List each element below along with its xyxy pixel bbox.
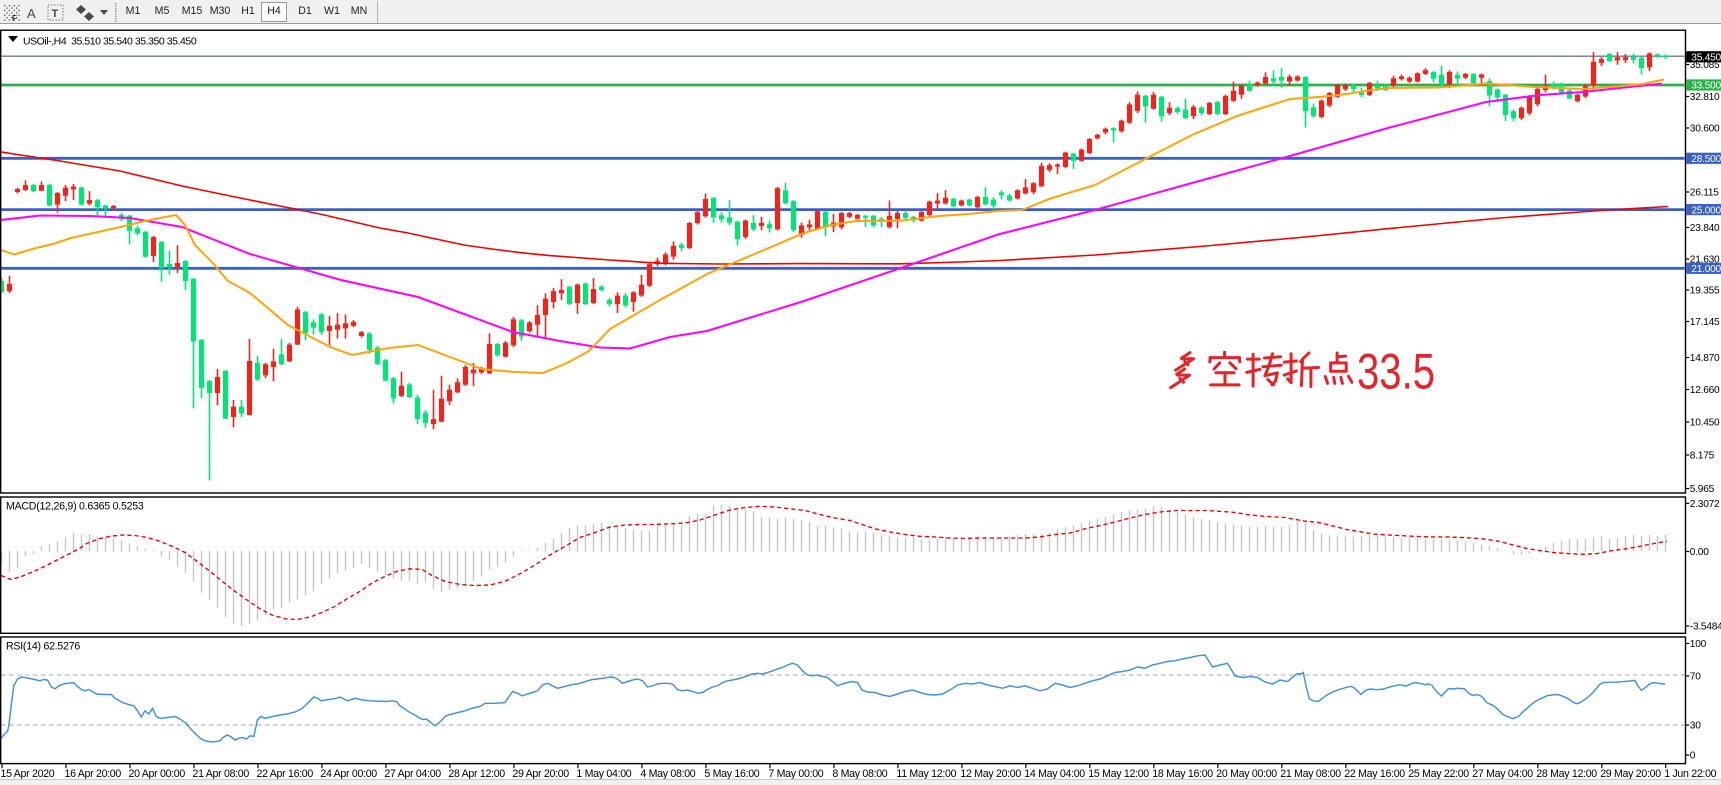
svg-text:25.000: 25.000 <box>1691 205 1721 216</box>
svg-text:0.00: 0.00 <box>1690 547 1709 558</box>
svg-text:20 May 00:00: 20 May 00:00 <box>1216 768 1277 780</box>
svg-text:32.810: 32.810 <box>1690 92 1720 103</box>
svg-text:35.085: 35.085 <box>1690 60 1720 71</box>
svg-text:11 May 12:00: 11 May 12:00 <box>896 768 956 780</box>
svg-text:0: 0 <box>1690 751 1696 762</box>
svg-text:27 May 04:00: 27 May 04:00 <box>1472 768 1533 780</box>
svg-text:4 May 08:00: 4 May 08:00 <box>640 768 695 780</box>
svg-text:20 Apr 00:00: 20 Apr 00:00 <box>129 768 186 780</box>
svg-text:17.145: 17.145 <box>1690 317 1720 328</box>
svg-text:T: T <box>52 8 59 20</box>
svg-text:28 Apr 12:00: 28 Apr 12:00 <box>448 768 505 780</box>
svg-text:29 Apr 20:00: 29 Apr 20:00 <box>512 768 569 780</box>
svg-text:21.630: 21.630 <box>1690 255 1720 266</box>
svg-text:-3.5484: -3.5484 <box>1690 622 1721 633</box>
svg-text:22 Apr 16:00: 22 Apr 16:00 <box>257 768 314 780</box>
svg-text:28 May 12:00: 28 May 12:00 <box>1536 768 1597 780</box>
svg-text:29 May 20:00: 29 May 20:00 <box>1600 768 1661 780</box>
svg-text:14 May 04:00: 14 May 04:00 <box>1024 768 1085 780</box>
svg-text:21 Apr 08:00: 21 Apr 08:00 <box>193 768 250 780</box>
svg-text:21 May 08:00: 21 May 08:00 <box>1280 768 1341 780</box>
svg-text:26.115: 26.115 <box>1690 188 1719 199</box>
svg-text:MACD(12,26,9) 0.6365 0.5253: MACD(12,26,9) 0.6365 0.5253 <box>6 501 144 513</box>
svg-text:15 May 12:00: 15 May 12:00 <box>1088 768 1149 780</box>
svg-text:28.500: 28.500 <box>1691 154 1721 165</box>
svg-text:2.3072: 2.3072 <box>1690 499 1720 510</box>
svg-text:14.870: 14.870 <box>1690 353 1720 364</box>
svg-text:100: 100 <box>1690 639 1707 650</box>
svg-text:30: 30 <box>1690 721 1701 732</box>
svg-text:19.355: 19.355 <box>1690 286 1720 297</box>
svg-text:70: 70 <box>1690 672 1701 683</box>
svg-text:33.500: 33.500 <box>1691 81 1721 92</box>
svg-text:25 May 22:00: 25 May 22:00 <box>1408 768 1469 780</box>
svg-text:1 Jun 22:00: 1 Jun 22:00 <box>1664 768 1716 780</box>
svg-text:1 May 04:00: 1 May 04:00 <box>576 768 631 780</box>
svg-text:24 Apr 00:00: 24 Apr 00:00 <box>320 768 377 780</box>
svg-text:F: F <box>12 14 17 23</box>
svg-text:USOil-,H4 35.510 35.540 35.35: USOil-,H4 35.510 35.540 35.350 35.450 <box>23 36 197 48</box>
svg-text:8 May 08:00: 8 May 08:00 <box>832 768 887 780</box>
svg-text:23.840: 23.840 <box>1690 223 1720 234</box>
svg-text:18 May 16:00: 18 May 16:00 <box>1152 768 1213 780</box>
svg-text:8.175: 8.175 <box>1690 451 1715 462</box>
svg-text:RSI(14) 62.5276: RSI(14) 62.5276 <box>6 641 80 653</box>
svg-text:15 Apr 2020: 15 Apr 2020 <box>1 768 55 780</box>
svg-text:33.5: 33.5 <box>1357 344 1435 400</box>
svg-text:12.660: 12.660 <box>1690 385 1720 396</box>
svg-text:7 May 00:00: 7 May 00:00 <box>768 768 823 780</box>
svg-text:12 May 20:00: 12 May 20:00 <box>960 768 1021 780</box>
svg-text:27 Apr 04:00: 27 Apr 04:00 <box>384 768 441 780</box>
svg-text:21.000: 21.000 <box>1691 264 1721 275</box>
svg-text:10.450: 10.450 <box>1690 418 1720 429</box>
svg-text:30.600: 30.600 <box>1690 124 1720 135</box>
svg-text:35.450: 35.450 <box>1691 53 1721 64</box>
svg-text:22 May 16:00: 22 May 16:00 <box>1344 768 1405 780</box>
svg-text:5 May 16:00: 5 May 16:00 <box>704 768 759 780</box>
svg-text:5.965: 5.965 <box>1690 484 1715 495</box>
svg-text:A: A <box>27 6 36 21</box>
svg-text:16 Apr 20:00: 16 Apr 20:00 <box>65 768 122 780</box>
